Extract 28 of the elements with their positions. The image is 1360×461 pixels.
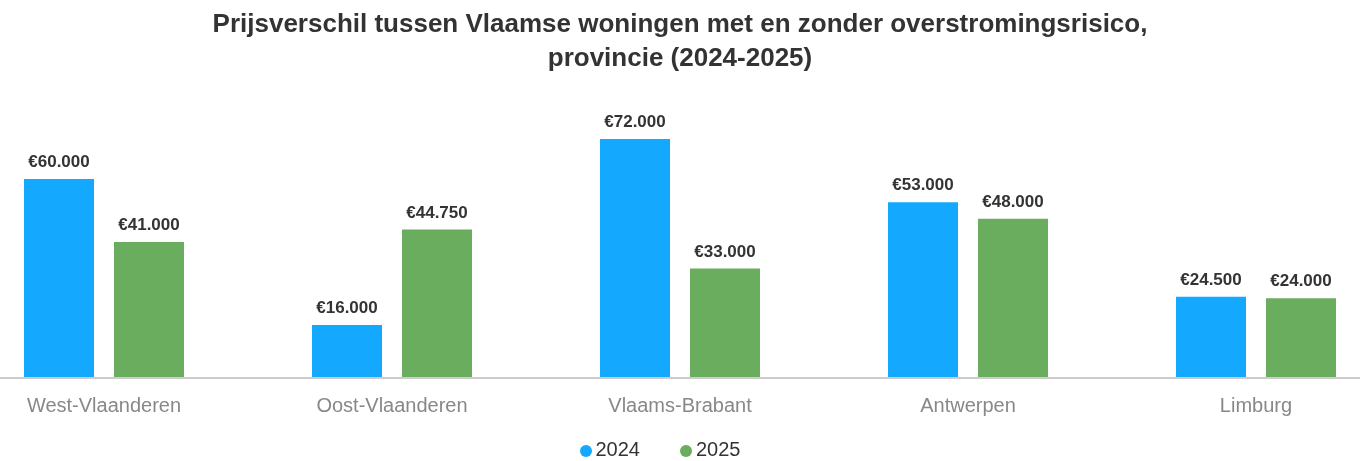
bar <box>1266 298 1336 378</box>
x-tick-label: West-Vlaanderen <box>26 394 182 417</box>
x-tick-label: Vlaams-Brabant <box>608 394 753 417</box>
x-tick-label: Antwerpen <box>920 394 1016 417</box>
bar <box>888 202 958 378</box>
data-label: €33.000 <box>694 241 756 261</box>
bar <box>978 218 1048 378</box>
data-label: €53.000 <box>892 175 954 195</box>
x-tick-label: Oost-Vlaanderen <box>316 394 468 417</box>
bar <box>312 324 382 378</box>
bar <box>600 139 670 378</box>
x-tick-label: Limburg <box>1219 394 1293 417</box>
data-label: €24.500 <box>1180 269 1242 289</box>
data-label: €16.000 <box>316 297 378 317</box>
data-label: €60.000 <box>28 151 90 171</box>
chart-title: Prijsverschil tussen Vlaamse woningen met en zonder overstromingsrisico, provincie (2024-2025) <box>211 7 1149 74</box>
bar <box>114 241 184 378</box>
legend-label: 2025 <box>696 438 741 460</box>
bar <box>1176 296 1246 378</box>
data-label: €24.000 <box>1270 271 1332 291</box>
data-label: €48.000 <box>982 191 1044 211</box>
data-label: €72.000 <box>604 112 666 132</box>
bar <box>24 178 94 378</box>
legend-label: 2024 <box>595 438 640 460</box>
data-label: €44.750 <box>406 202 468 222</box>
bar <box>402 229 472 378</box>
bar <box>690 268 760 378</box>
data-label: €41.000 <box>118 214 180 234</box>
